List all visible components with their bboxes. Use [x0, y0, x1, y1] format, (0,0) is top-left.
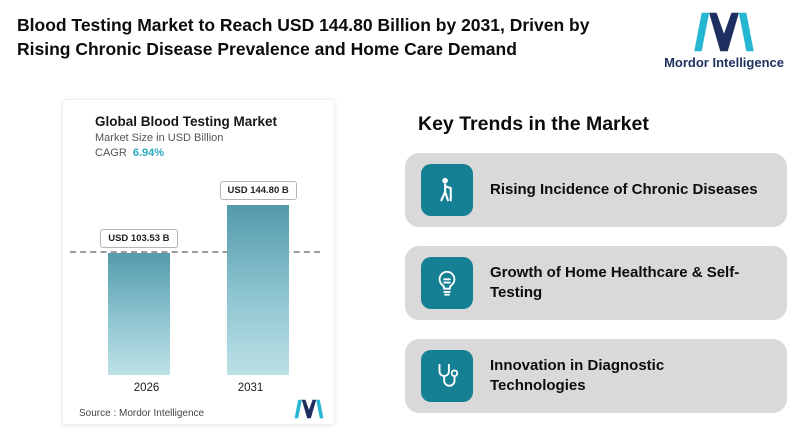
trend-label: Innovation in Diagnostic Technologies [490, 356, 665, 394]
trend-icon-box [421, 164, 473, 216]
reference-dashed-line [70, 251, 320, 253]
trend-card-diagnostics: Innovation in Diagnostic Technologies [405, 339, 787, 413]
chart-header: Global Blood Testing Market Market Size … [63, 100, 334, 159]
chart-title: Global Blood Testing Market [95, 114, 278, 129]
x-axis: 2026 2031 [87, 382, 310, 394]
x-tick-label: 2031 [237, 382, 264, 394]
cagr-label: CAGR [95, 147, 127, 159]
person-with-cane-icon [440, 177, 452, 202]
stethoscope-icon [438, 363, 459, 387]
bar [227, 205, 290, 375]
trend-icon-box [421, 257, 473, 309]
trend-card-chronic-diseases: Rising Incidence of Chronic Diseases [405, 153, 787, 227]
cagr-line: CAGR 6.94% [95, 147, 320, 159]
chart-card: Global Blood Testing Market Market Size … [62, 99, 335, 425]
bar-group-2026: USD 103.53 B [100, 229, 178, 375]
bar-value-label: USD 144.80 B [219, 181, 297, 200]
chart-footer: Source : Mordor Intelligence [79, 399, 324, 419]
chart-subtitle: Market Size in USD Billion [95, 132, 224, 144]
brand-logo: Mordor Intelligence [664, 12, 784, 70]
bar-value-label: USD 103.53 B [100, 229, 178, 248]
lightbulb-icon [438, 270, 456, 296]
trends-heading: Key Trends in the Market [418, 113, 649, 135]
cagr-value: 6.94% [132, 147, 165, 159]
source-note: Source : Mordor Intelligence [79, 408, 205, 419]
trends-list: Rising Incidence of Chronic Diseases Gro… [405, 153, 787, 413]
trend-icon-box [421, 350, 473, 402]
brand-name: Mordor Intelligence [664, 55, 784, 70]
mordor-logo-icon [694, 12, 754, 52]
trend-label: Growth of Home Healthcare & Self-Testing [490, 263, 740, 301]
x-tick-label: 2026 [133, 382, 160, 394]
bar [107, 253, 170, 375]
page-title: Blood Testing Market to Reach USD 144.80… [17, 15, 590, 60]
mordor-logo-small-icon [294, 399, 324, 419]
trend-card-home-healthcare: Growth of Home Healthcare & Self-Testing [405, 246, 787, 320]
bar-group-2031: USD 144.80 B [219, 181, 297, 375]
bar-chart: USD 103.53 B USD 144.80 B [70, 167, 320, 375]
trend-label: Rising Incidence of Chronic Diseases [490, 180, 758, 198]
